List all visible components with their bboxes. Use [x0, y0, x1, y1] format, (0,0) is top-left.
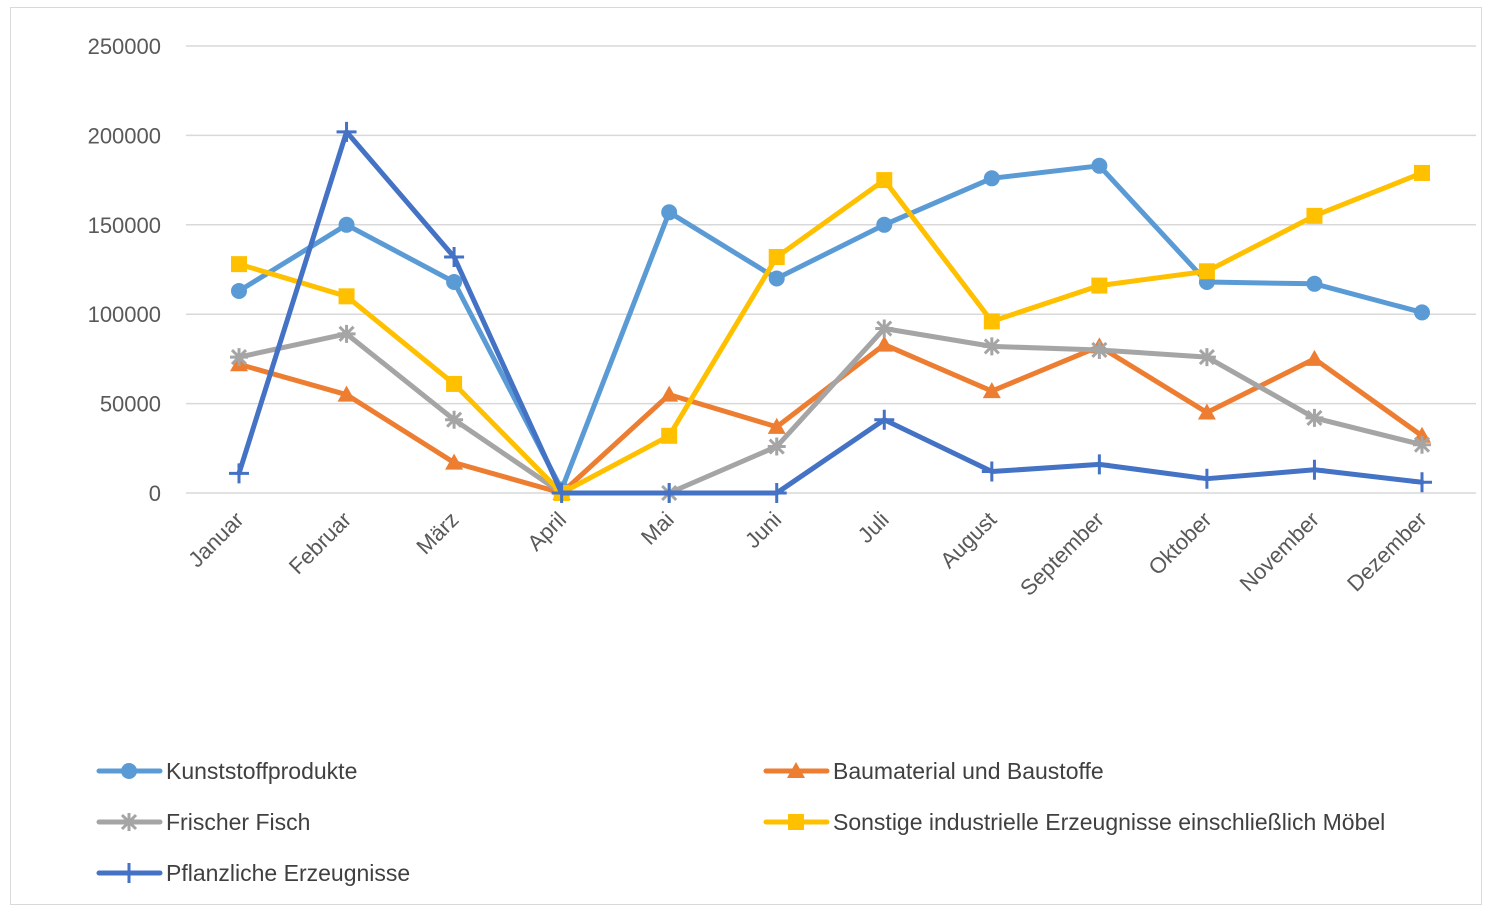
legend-swatch-marker: [121, 763, 137, 779]
data-point: [1306, 275, 1323, 292]
data-point: [1413, 435, 1431, 454]
legend-label: Pflanzliche Erzeugnisse: [166, 860, 410, 886]
x-tick-label: April: [522, 507, 571, 556]
y-tick-label: 50000: [100, 392, 161, 417]
legend-swatch-marker: [787, 762, 805, 778]
series-line: [236, 326, 1425, 496]
data-point: [983, 313, 1000, 330]
data-point: [1091, 157, 1108, 174]
data-point: [982, 382, 1001, 399]
x-tick-label: Dezember: [1342, 507, 1431, 596]
x-tick-label: März: [411, 507, 463, 559]
data-point: [981, 461, 1002, 482]
x-tick-label: November: [1235, 507, 1324, 596]
data-point: [337, 324, 356, 343]
y-tick-label: 250000: [88, 34, 161, 59]
data-point: [1412, 472, 1432, 493]
legend-item: Baumaterial und Baustoffe: [763, 758, 1104, 784]
series-4: [229, 121, 1432, 503]
data-point: [1196, 468, 1217, 489]
legend-swatch-marker: [788, 814, 804, 830]
data-point: [338, 288, 355, 305]
data-point: [660, 385, 679, 402]
y-tick-label: 200000: [88, 123, 161, 148]
legend-label: Frischer Fisch: [166, 809, 310, 835]
x-tick-label: Juni: [740, 507, 786, 553]
gridlines: [186, 45, 1476, 494]
x-axis-ticks: Januar Februar März April Mai Juni Juli August S…: [183, 507, 1431, 601]
data-point: [875, 319, 894, 338]
data-point: [444, 246, 465, 267]
data-point: [876, 216, 893, 233]
data-point: [338, 216, 355, 233]
x-tick-label: Juli: [853, 507, 894, 548]
data-point: [445, 453, 464, 470]
legend-item: Kunststoffprodukte: [96, 758, 357, 784]
data-point: [1414, 304, 1430, 321]
data-point: [231, 256, 247, 273]
series-3: [231, 164, 1430, 501]
legend-swatch-marker: [119, 863, 139, 883]
data-point: [231, 282, 247, 299]
legend-item: Pflanzliche Erzeugnisse: [96, 860, 410, 886]
legend-label: Sonstige industrielle Erzeugnisse einsch…: [833, 809, 1385, 835]
x-tick-label: Februar: [284, 507, 356, 579]
legend-item: Sonstige industrielle Erzeugnisse einsch…: [763, 809, 1385, 835]
data-point: [661, 427, 678, 444]
y-tick-label: 0: [149, 481, 161, 506]
x-tick-label: Januar: [183, 507, 248, 572]
series-line: [236, 163, 1425, 492]
data-point: [876, 172, 893, 189]
data-point: [768, 248, 785, 265]
data-point: [874, 409, 895, 430]
data-point: [230, 348, 248, 367]
data-point: [1414, 164, 1430, 181]
legend-swatch-marker: [120, 813, 138, 831]
data-point: [337, 385, 356, 402]
data-point: [983, 170, 1000, 187]
data-point: [982, 337, 1001, 356]
x-tick-label: Mai: [636, 507, 679, 550]
legend-item: Frischer Fisch: [96, 809, 310, 835]
data-point: [551, 483, 572, 503]
legend: Kunststoffprodukte Baumaterial und Bausto…: [96, 758, 1385, 886]
data-point: [1089, 454, 1110, 475]
series-line: [236, 170, 1425, 496]
data-point: [446, 274, 463, 291]
data-point: [768, 270, 785, 287]
data-point: [446, 375, 463, 392]
data-point: [1198, 263, 1215, 280]
data-point: [1091, 277, 1108, 294]
x-tick-label: Oktober: [1143, 507, 1216, 580]
data-point: [659, 483, 680, 503]
series-line: [236, 342, 1425, 496]
data-point: [1197, 403, 1216, 420]
data-point: [1306, 207, 1323, 224]
data-point: [766, 483, 787, 503]
y-tick-label: 100000: [88, 302, 161, 327]
x-tick-label: September: [1015, 507, 1109, 601]
x-tick-label: August: [935, 507, 1001, 573]
data-point: [767, 417, 786, 434]
legend-label: Kunststoffprodukte: [166, 758, 357, 784]
data-point: [1305, 349, 1324, 366]
data-point: [1090, 340, 1109, 359]
y-axis-ticks: 0 50000 100000 150000 200000 250000: [88, 34, 161, 506]
data-point: [661, 204, 678, 221]
chart-frame: [10, 7, 1482, 905]
data-point: [1304, 459, 1325, 480]
series-lines: [229, 121, 1432, 503]
data-point: [336, 121, 357, 142]
data-point: [767, 437, 786, 456]
y-tick-label: 150000: [88, 213, 161, 238]
legend-label: Baumaterial und Baustoffe: [833, 758, 1104, 784]
series-line: [236, 129, 1425, 496]
data-point: [445, 410, 464, 429]
data-point: [1197, 348, 1216, 367]
data-point: [229, 463, 249, 484]
data-point: [1305, 408, 1324, 427]
data-point: [875, 335, 894, 352]
